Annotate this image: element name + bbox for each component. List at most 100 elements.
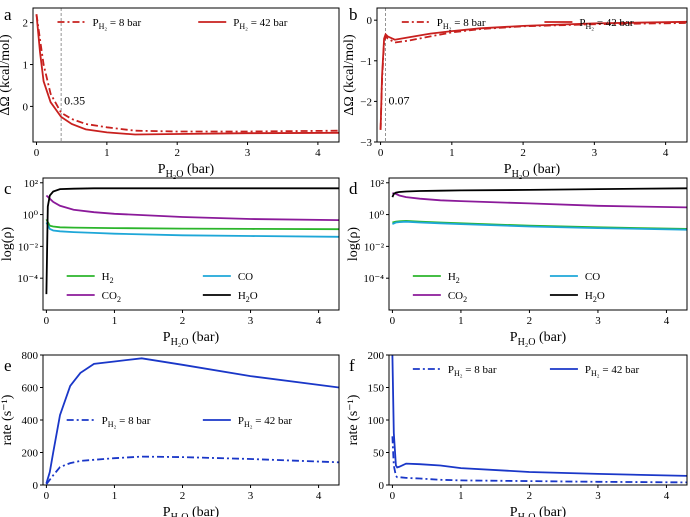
x-tick-label: 4	[663, 147, 669, 159]
legend-label: CO2	[102, 290, 121, 304]
x-tick-label: 0	[44, 490, 50, 502]
y-tick-label: 400	[22, 415, 39, 427]
y-tick-label: 50	[373, 448, 385, 460]
y-axis-label: rate (s⁻¹)	[0, 394, 15, 445]
y-tick-label: −2	[360, 96, 372, 108]
x-tick-label: 4	[664, 490, 670, 502]
x-tick-label: 3	[595, 490, 601, 502]
panel-e: 0 1 2 3 4 0 200 400 600 800 PH₂O (bar) rate (s⁻¹) e P…	[0, 350, 340, 517]
y-axis-label: log(ρ)	[0, 227, 15, 262]
series-line-1	[35, 14, 339, 136]
x-axis-label: PH₂O (bar)	[510, 330, 567, 348]
x-tick-label: 2	[520, 147, 526, 159]
legend-label: PH₂ = 8 bar	[92, 17, 141, 31]
panel-a: 0.35 0 1 2 3 4 2 1 0 PH₂O (bar) ΔΩ (kcal/mol) a PH₂ …	[0, 5, 340, 180]
y-tick-label: 600	[22, 383, 39, 395]
legend-label: H2O	[585, 290, 605, 304]
series-line-1	[379, 20, 687, 130]
panel-c: 0 1 2 3 4 10² 10⁰ 10⁻² 10⁻⁴ PH₂O (bar) log(ρ) c H2 CO…	[0, 177, 340, 348]
series-line-0	[45, 455, 339, 485]
legend-label: H2	[448, 271, 460, 285]
legend-label: H2O	[238, 290, 258, 304]
panel-letter: b	[349, 5, 358, 24]
y-tick-label: 10²	[24, 178, 39, 190]
x-tick-label: 2	[180, 315, 186, 327]
x-tick-label: 1	[449, 147, 455, 159]
threshold-label: 0.07	[389, 93, 410, 107]
x-tick-label: 1	[112, 315, 118, 327]
series-line-0	[35, 14, 339, 133]
x-tick-label: 1	[458, 315, 464, 327]
x-axis-label: PH₂O (bar)	[504, 162, 561, 180]
x-tick-label: 2	[174, 147, 180, 159]
y-tick-label: 100	[368, 415, 385, 427]
x-axis-label: PH₂O (bar)	[163, 330, 220, 348]
panel-letter: c	[4, 179, 12, 198]
x-tick-label: 4	[664, 315, 670, 327]
series-line-0	[45, 218, 339, 231]
y-tick-label: 0	[367, 15, 373, 27]
legend-label: PH₂ = 8 bar	[102, 415, 151, 429]
y-tick-label: 0	[33, 480, 39, 492]
x-tick-label: 0	[390, 490, 396, 502]
x-tick-label: 1	[104, 147, 110, 159]
threshold-label: 0.35	[64, 93, 85, 107]
series-line-1	[391, 355, 687, 477]
x-tick-label: 4	[315, 147, 321, 159]
y-axis-label: ΔΩ (kcal/mol)	[0, 34, 13, 116]
legend-label: PH₂ = 42 bar	[238, 415, 293, 429]
y-tick-label: 10⁻⁴	[17, 273, 38, 285]
y-tick-label: 10⁰	[369, 210, 385, 222]
series-line-3	[391, 187, 687, 198]
y-tick-label: 10⁻²	[364, 241, 385, 253]
x-tick-label: 3	[248, 490, 254, 502]
x-tick-label: 3	[595, 315, 601, 327]
series-line-2	[392, 192, 687, 209]
y-tick-label: 10²	[370, 178, 385, 190]
legend-label: CO2	[448, 290, 467, 304]
legend-label: PH₂ = 42 bar	[579, 17, 634, 31]
legend-label: CO	[585, 271, 600, 283]
panel-b: 0.07 0 1 2 3 4 −3 −2 −1 0 PH₂O (bar) ΔΩ (kcal/mol) b…	[342, 5, 688, 180]
x-tick-label: 3	[248, 315, 254, 327]
panel-letter: f	[349, 356, 355, 375]
x-axis-label: PH₂O (bar)	[510, 505, 567, 517]
x-tick-label: 2	[527, 490, 533, 502]
panel-letter: d	[349, 179, 358, 198]
y-tick-label: 0	[23, 101, 29, 113]
y-tick-label: 1	[23, 60, 29, 72]
x-tick-label: 3	[245, 147, 251, 159]
series-line-0	[391, 436, 687, 484]
series-line-2	[45, 194, 339, 221]
legend-label: H2	[102, 271, 114, 285]
panel-letter: e	[4, 356, 12, 375]
y-tick-label: −3	[360, 137, 372, 149]
series-line-1	[392, 220, 687, 231]
x-axis-label: PH₂O (bar)	[163, 505, 220, 517]
y-tick-label: 0	[379, 480, 385, 492]
x-tick-label: 1	[458, 490, 464, 502]
x-tick-label: 1	[112, 490, 118, 502]
y-tick-label: −1	[360, 56, 372, 68]
y-tick-label: 150	[368, 383, 385, 395]
panel-d: 0 1 2 3 4 10² 10⁰ 10⁻² 10⁻⁴ PH₂O (bar) log(ρ) d H2 CO…	[346, 177, 688, 348]
plot-frame	[376, 7, 688, 143]
plot-frame	[388, 177, 688, 311]
series-line-0	[392, 219, 687, 230]
legend-label: PH₂ = 8 bar	[437, 17, 486, 31]
y-axis-label: ΔΩ (kcal/mol)	[342, 34, 357, 116]
x-tick-label: 4	[316, 490, 322, 502]
x-tick-label: 4	[316, 315, 322, 327]
y-tick-label: 200	[22, 448, 39, 460]
series-line-0	[379, 22, 687, 130]
y-tick-label: 10⁻²	[18, 241, 39, 253]
y-tick-label: 800	[22, 350, 39, 362]
y-axis-label: rate (s⁻¹)	[346, 394, 361, 445]
x-tick-label: 0	[390, 315, 396, 327]
x-tick-label: 0	[34, 147, 40, 159]
legend-label: CO	[238, 271, 253, 283]
x-tick-label: 3	[592, 147, 598, 159]
series-line-1	[45, 222, 339, 238]
x-axis-label: PH₂O (bar)	[158, 162, 215, 180]
